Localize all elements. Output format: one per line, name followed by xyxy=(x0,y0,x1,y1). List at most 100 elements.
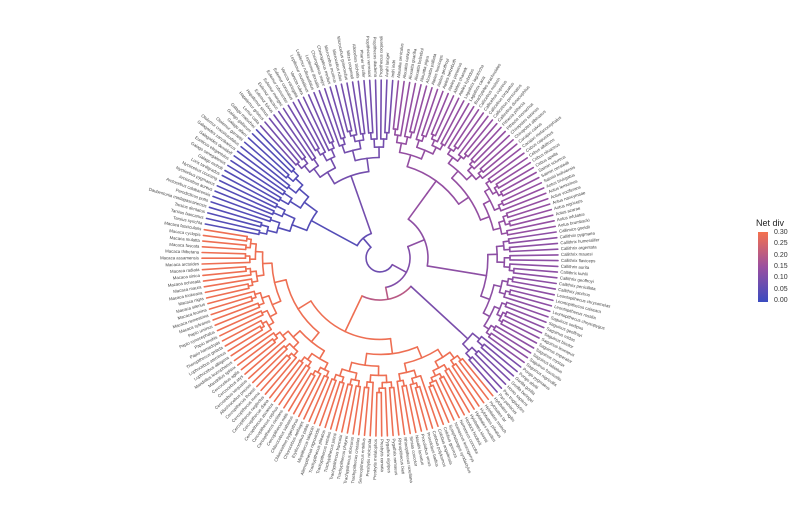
tip-label: Macaca mulatta xyxy=(169,235,200,243)
tip-branch xyxy=(221,174,279,206)
tip-branch xyxy=(506,311,545,329)
tip-branch xyxy=(227,329,264,352)
internal-branch xyxy=(257,302,265,307)
internal-branch xyxy=(398,373,401,382)
backbone-branch xyxy=(410,285,461,332)
tip-label: Presbytis melalophos xyxy=(372,439,378,480)
tip-label: Alouatta seniculus xyxy=(396,43,405,78)
internal-branch xyxy=(409,131,413,139)
tip-branch xyxy=(252,348,288,384)
tip-branch xyxy=(269,359,301,399)
tip-branch xyxy=(201,266,247,271)
legend-color-bar xyxy=(758,232,768,302)
tip-branch xyxy=(224,325,261,347)
tip-label: Avahi laniger xyxy=(384,52,390,78)
tip-branch xyxy=(216,185,275,212)
backbone-branch xyxy=(362,237,372,249)
internal-branch xyxy=(287,186,297,194)
tip-label: Pygathrix nigripes xyxy=(385,439,391,473)
tip-label: Macaca arctoides xyxy=(165,261,199,267)
tip-branch xyxy=(419,375,439,428)
internal-branch xyxy=(358,139,362,150)
internal-branch xyxy=(465,174,473,181)
tip-branch xyxy=(201,246,247,251)
internal-branch xyxy=(479,215,490,221)
tip-branch xyxy=(256,354,288,388)
tip-branch xyxy=(409,383,423,432)
tip-branch xyxy=(216,310,262,332)
tip-branch xyxy=(233,155,286,193)
tip-branch xyxy=(251,133,293,173)
internal-branch xyxy=(398,142,403,154)
internal-branch xyxy=(306,352,313,361)
tip-label: Pygathrix nemaeus xyxy=(391,438,399,475)
internal-branch xyxy=(307,361,312,368)
internal-branch xyxy=(254,292,262,296)
internal-branch xyxy=(361,132,365,141)
tip-branch xyxy=(480,346,515,377)
tip-branch xyxy=(509,259,559,262)
tip-label: Tarsius syrichta xyxy=(173,215,204,226)
tip-branch xyxy=(214,190,274,216)
tip-branch xyxy=(368,79,374,134)
tip-branch xyxy=(236,150,288,190)
internal-branch xyxy=(405,136,409,145)
tip-label: Callithrix argentata xyxy=(561,244,598,251)
tip-branch xyxy=(308,376,329,423)
tip-label: Nasalis larvatus xyxy=(414,435,425,466)
tip-branch xyxy=(329,382,345,430)
tip-branch xyxy=(335,84,349,133)
internal-branch xyxy=(420,149,426,160)
tip-branch xyxy=(210,300,254,316)
internal-branch xyxy=(333,373,337,381)
internal-branch xyxy=(406,154,412,168)
legend-tick: 0.20 xyxy=(774,251,788,259)
internal-branch xyxy=(326,171,336,185)
tip-branch xyxy=(302,96,330,152)
internal-branch xyxy=(249,242,257,245)
tip-label: Macaca maura xyxy=(173,284,202,294)
internal-branch xyxy=(292,169,299,177)
tip-label: Macaca fascicularis xyxy=(164,220,202,231)
internal-branch xyxy=(339,368,343,377)
internal-branch xyxy=(277,226,291,232)
internal-branch xyxy=(432,146,437,155)
tip-branch xyxy=(464,119,494,155)
internal-branch xyxy=(493,305,501,310)
tip-branch xyxy=(313,378,333,425)
internal-branch xyxy=(426,180,437,195)
internal-branch xyxy=(348,130,352,137)
tip-branch xyxy=(506,284,555,296)
legend-tick: 0.05 xyxy=(774,285,788,293)
internal-branch xyxy=(434,360,440,369)
tip-branch xyxy=(384,79,388,134)
tip-branch xyxy=(346,385,357,434)
internal-branch xyxy=(310,331,320,343)
tip-branch xyxy=(504,315,543,334)
tip-branch xyxy=(495,161,532,185)
tip-label: Aotus brumbacki xyxy=(558,217,590,228)
internal-branch xyxy=(258,231,268,235)
internal-branch xyxy=(476,340,484,347)
internal-branch xyxy=(447,148,452,155)
tip-branch xyxy=(273,362,304,403)
tip-label: Macaca nigra xyxy=(178,296,205,307)
backbone-branch xyxy=(355,191,373,235)
internal-branch xyxy=(431,139,436,147)
tip-branch xyxy=(237,338,274,366)
tip-branch xyxy=(205,217,261,232)
internal-branch xyxy=(354,372,358,381)
internal-branch xyxy=(289,200,302,209)
internal-branch xyxy=(261,295,270,299)
tip-branch xyxy=(434,95,455,137)
tip-branch xyxy=(202,274,252,282)
internal-branch xyxy=(281,330,289,337)
tip-branch xyxy=(442,375,465,416)
internal-branch xyxy=(273,279,287,284)
tip-branch xyxy=(202,240,247,246)
tip-branch xyxy=(497,166,535,189)
internal-branch xyxy=(341,144,346,154)
tip-branch xyxy=(202,234,248,242)
internal-branch xyxy=(251,280,259,283)
